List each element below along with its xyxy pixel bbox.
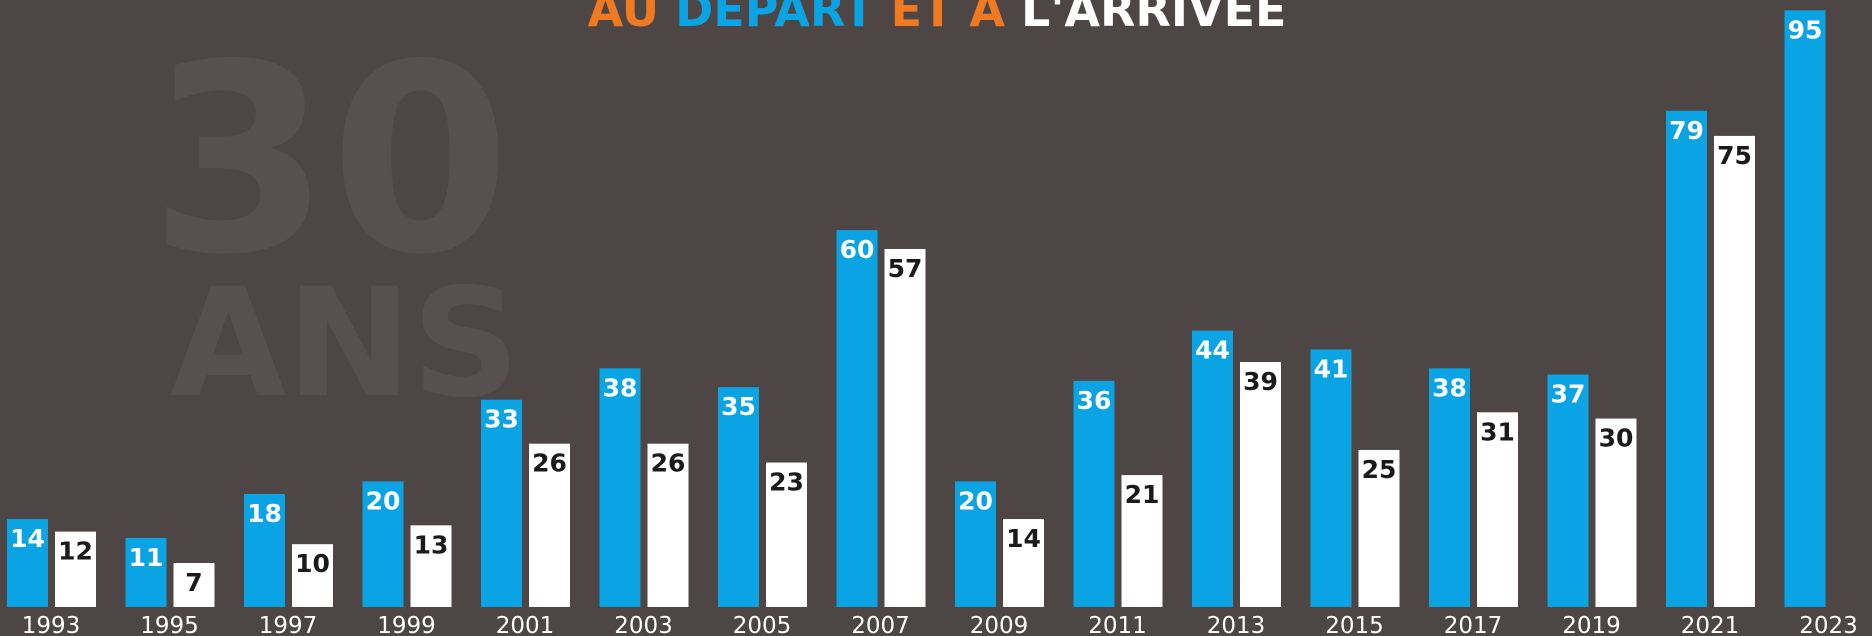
value-label: 57 (888, 254, 923, 283)
value-label: 12 (58, 537, 93, 566)
title-part: DÉPART (675, 0, 875, 37)
x-tick-label: 2019 (1562, 613, 1621, 636)
x-tick-label: 1993 (22, 613, 81, 636)
bar (1311, 349, 1352, 607)
value-label: 21 (1125, 480, 1160, 509)
value-label: 7 (185, 568, 202, 597)
value-label: 26 (532, 449, 567, 478)
chart: 30 ANS AU DÉPART ET À L'ARRIVÉE 1993 14 12… (0, 0, 1872, 636)
title-part: ET À (891, 0, 1006, 37)
value-label: 36 (1077, 386, 1112, 415)
chart-title: AU DÉPART ET À L'ARRIVÉE (588, 0, 1287, 37)
value-label: 44 (1195, 336, 1230, 365)
value-label: 75 (1717, 141, 1752, 170)
bar (1429, 368, 1470, 607)
x-tick-label: 2015 (1325, 613, 1384, 636)
value-label: 10 (295, 549, 330, 578)
value-label: 33 (484, 405, 519, 434)
value-label: 23 (769, 468, 804, 497)
value-label: 25 (1362, 455, 1397, 484)
bar (600, 368, 641, 607)
x-tick-label: 2007 (851, 613, 910, 636)
title-part: L'ARRIVÉE (1021, 0, 1286, 37)
value-label: 37 (1551, 380, 1586, 409)
title-part: AU (588, 0, 660, 37)
x-tick-label: 2013 (1207, 613, 1266, 636)
value-label: 14 (10, 524, 45, 553)
value-label: 60 (840, 235, 875, 264)
x-tick-label: 2017 (1444, 613, 1503, 636)
x-tick-label: 2005 (733, 613, 792, 636)
value-label: 95 (1788, 15, 1823, 44)
value-label: 20 (958, 486, 993, 515)
x-tick-label: 2009 (970, 613, 1029, 636)
x-tick-label: 1999 (377, 613, 436, 636)
value-label: 35 (721, 392, 756, 421)
value-label: 26 (651, 449, 686, 478)
value-label: 18 (247, 499, 282, 528)
value-label: 14 (1006, 524, 1041, 553)
bar (1666, 111, 1707, 607)
bar (837, 230, 878, 607)
value-label: 30 (1599, 424, 1634, 453)
x-tick-label: 2011 (1088, 613, 1147, 636)
bar (1240, 362, 1281, 607)
value-label: 41 (1314, 354, 1349, 383)
value-label: 39 (1243, 367, 1278, 396)
x-tick-label: 2003 (614, 613, 673, 636)
watermark-word: ANS (170, 257, 520, 431)
x-tick-label: 1995 (140, 613, 199, 636)
value-label: 13 (414, 530, 449, 559)
bar (885, 249, 926, 607)
bar (1548, 375, 1589, 607)
bar (1785, 10, 1826, 607)
x-tick-label: 2021 (1681, 613, 1740, 636)
value-label: 31 (1480, 417, 1515, 446)
value-label: 20 (366, 486, 401, 515)
bar (1192, 331, 1233, 607)
value-label: 38 (1432, 373, 1467, 402)
x-tick-label: 1997 (259, 613, 318, 636)
x-tick-label: 2023 (1799, 613, 1858, 636)
page: 30 ANS AU DÉPART ET À L'ARRIVÉE 1993 14 12… (0, 0, 1872, 636)
x-tick-label: 2001 (496, 613, 555, 636)
value-label: 38 (603, 373, 638, 402)
value-label: 79 (1669, 116, 1704, 145)
bar (1714, 136, 1755, 607)
value-label: 11 (129, 543, 164, 572)
